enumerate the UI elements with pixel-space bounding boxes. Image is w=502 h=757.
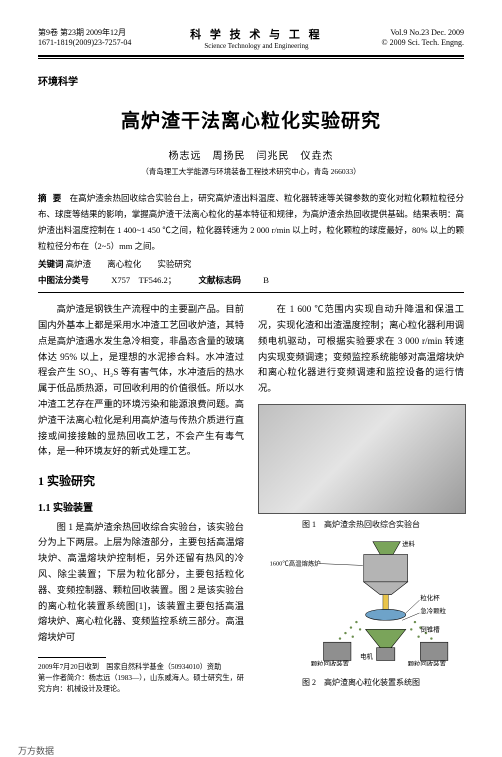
label-motor: 电机 [360,651,373,660]
issue-line: 第9卷 第23期 2009年12月 [38,28,131,38]
figure-2: 进料 1600℃高温熔炼炉 粒化杯 急冷颗粒 [258,538,464,690]
apparatus-paragraph: 图 1 是高炉渣余热回收综合实验台，该实验台分为上下两层。上层为除渣部分，主要包… [38,521,244,647]
label-feed: 进料 [402,539,415,548]
label-cooling: 急冷颗粒 [420,606,446,615]
doc-code-label: 文献标志码 [198,275,241,285]
footnote-rule [38,657,106,658]
doc-code: B [263,275,269,285]
keywords-label: 关键词 [38,259,64,269]
body-columns: 高炉渣是钢铁生产流程中的主要副产品。目前国内外基本上都是采用水冲渣工艺回收炉渣，… [38,303,464,694]
header-rule-thin [38,58,464,59]
affiliation: （青岛理工大学能源与环境装备工程技术研究中心，青岛 266033） [38,166,464,177]
abstract-rule [38,292,464,293]
keyword-2: 离心粒化 [107,259,141,269]
classification-row: 中图法分类号 X757 TF546.2； 文献标志码 B [38,274,464,286]
heading-1: 1 实验研究 [38,471,244,491]
figure-1: 图 1 高炉渣余热回收综合实验台 [258,404,464,532]
issn-line: 1671-1819(2009)23-7257-04 [38,38,131,48]
journal-name-en: Science Technology and Engineering [190,42,323,51]
footnote: 2009年7月20日收到 国家自然科学基金（50934010）资助 第一作者简介… [38,662,244,694]
clc-codes: X757 TF546.2； [111,275,176,285]
copyright-line: © 2009 Sci. Tech. Engng. [382,38,464,48]
label-cup: 粒化杯 [420,593,440,602]
abstract-label: 摘 要 [38,193,63,203]
label-cone: 倒锥槽 [420,624,440,633]
section-tag: 环境科学 [38,73,464,88]
heading-1-1: 1.1 实验装置 [38,500,244,517]
figure-1-caption: 图 1 高炉渣余热回收综合实验台 [258,518,464,532]
figure-2-caption: 图 2 高炉渣离心粒化装置系统图 [258,676,464,690]
keyword-3: 实验研究 [157,259,191,269]
keywords-row: 关键词 高炉渣 离心粒化 实验研究 [38,258,464,270]
paper-title: 高炉渣干法离心粒化实验研究 [38,106,464,133]
page-header: 第9卷 第23期 2009年12月 1671-1819(2009)23-7257… [38,28,464,51]
figure-2-diagram: 进料 1600℃高温熔炼炉 粒化杯 急冷颗粒 [258,538,464,666]
label-furnace: 1600℃高温熔炼炉 [270,558,321,567]
keyword-1: 高炉渣 [66,259,92,269]
right-column: 在 1 600 ℃范围内实现自动升降温和保温工况，实现化渣和出渣温度控制；离心粒… [258,303,464,694]
figure-1-photo [258,404,466,514]
header-right: Vol.9 No.23 Dec. 2009 © 2009 Sci. Tech. … [382,28,464,49]
header-rule-thick [38,55,464,57]
vol-line: Vol.9 No.23 Dec. 2009 [382,28,464,38]
authors: 杨志远 周扬民 闫兆民 仪垚杰 [38,147,464,162]
abstract-block: 摘 要 在高炉渣余热回收综合实验台上，研究高炉渣出料温度、粒化器转速等关键参数的… [38,191,464,254]
journal-name-cn: 科 学 技 术 与 工 程 [190,28,323,42]
intro-paragraph: 高炉渣是钢铁生产流程中的主要副产品。目前国内外基本上都是采用水冲渣工艺回收炉渣，… [38,303,244,461]
left-column: 高炉渣是钢铁生产流程中的主要副产品。目前国内外基本上都是采用水冲渣工艺回收炉渣，… [38,303,244,694]
abstract-text: 在高炉渣余热回收综合实验台上，研究高炉渣出料温度、粒化器转速等关键参数的变化对粒… [38,193,464,250]
header-left: 第9卷 第23期 2009年12月 1671-1819(2009)23-7257… [38,28,131,49]
clc-label: 中图法分类号 [38,275,89,285]
header-center: 科 学 技 术 与 工 程 Science Technology and Eng… [190,28,323,51]
download-watermark: 万方数据 [18,744,502,757]
right-paragraph-1: 在 1 600 ℃范围内实现自动升降温和保温工况，实现化渣和出渣温度控制；离心粒… [258,303,464,398]
